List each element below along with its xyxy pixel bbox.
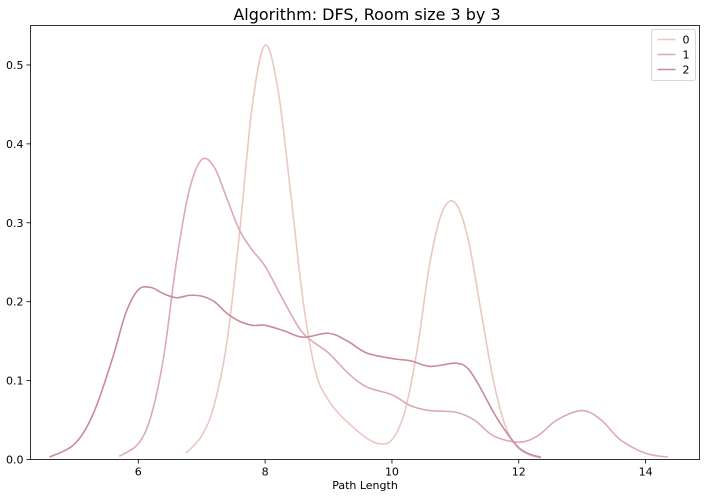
x-tick-label: 8 — [262, 466, 269, 479]
x-tick-label: 10 — [385, 466, 399, 479]
legend: 0 1 2 — [651, 29, 696, 81]
legend-label-0: 0 — [683, 34, 690, 47]
y-tick-label: 0.1 — [6, 375, 24, 388]
series-line-2 — [49, 285, 542, 458]
y-tick-label: 0.2 — [6, 296, 24, 309]
series-line-1 — [118, 157, 668, 458]
plot-frame — [30, 25, 700, 460]
series-line-0 — [185, 44, 542, 459]
x-tick-label: 14 — [639, 466, 653, 479]
y-tick-label: 0.3 — [6, 217, 24, 230]
legend-label-1: 1 — [683, 49, 690, 62]
x-axis: 6 8 10 12 14 — [135, 459, 653, 479]
x-axis-label: Path Length — [332, 479, 398, 492]
y-tick-label: 0.0 — [6, 454, 24, 467]
x-tick-label: 12 — [512, 466, 526, 479]
y-axis: 0.0 0.1 0.2 0.3 0.4 0.5 — [6, 59, 31, 467]
y-tick-label: 0.5 — [6, 59, 24, 72]
y-tick-label: 0.4 — [6, 138, 24, 151]
chart-title: Algorithm: DFS, Room size 3 by 3 — [233, 5, 500, 24]
series-layer — [49, 44, 668, 459]
x-tick-label: 6 — [135, 466, 142, 479]
legend-label-2: 2 — [683, 64, 690, 77]
